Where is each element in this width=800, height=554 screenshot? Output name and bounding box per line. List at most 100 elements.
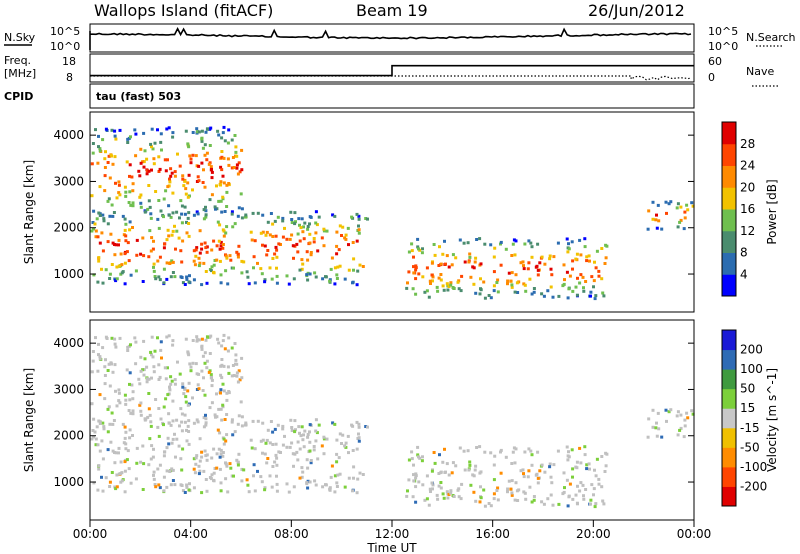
velocity-cell [483,450,487,454]
velocity-cell [548,462,552,466]
power-cell [221,195,225,199]
velocity-cell [583,453,587,457]
velocity-cell [108,422,112,426]
power-cell [147,184,151,187]
velocity-cell [530,453,534,457]
power-cell [98,214,102,217]
power-cell [180,204,184,208]
velocity-cell [665,419,668,423]
power-cell [646,227,650,231]
velocity-cell [444,470,447,474]
velocity-cell [204,421,208,425]
velocity-cell [410,450,414,454]
velocity-cell [219,388,223,392]
velocity-cell [601,499,605,503]
velocity-cell [231,433,235,437]
velocity-cell [492,478,496,482]
power-cell [265,253,269,257]
velocity-cell [151,355,155,359]
power-cell [94,235,98,239]
power-cell [316,249,320,253]
power-cell [251,211,255,215]
velocity-cell [536,481,540,485]
power-cell [592,285,595,289]
power-cell [178,216,181,220]
power-cell [163,158,167,162]
velocity-panel-frame [89,319,695,521]
freq-trace [90,64,694,77]
power-cell [594,266,598,270]
power-cell [522,267,526,271]
power-cell [604,243,608,247]
power-cell [204,213,208,217]
velocity-cell [593,505,597,509]
power-cell [583,237,587,241]
power-cell [507,271,511,275]
power-cell [268,266,272,270]
power-cell [227,182,231,185]
power-cell [298,223,301,227]
velocity-cell [275,489,279,493]
velocity-cell [678,428,682,432]
power-ytick-label: 3000 [53,174,84,188]
power-cell [265,230,269,234]
power-cell [214,207,217,211]
velocity-cell [166,366,169,370]
velocity-cell [183,413,187,417]
velocity-cell [691,412,695,416]
power-cell [312,237,316,240]
velocity-cell [222,364,226,368]
velocity-cell [210,456,214,460]
power-cell [504,247,508,251]
velocity-cell [204,454,208,458]
power-cell [111,162,115,166]
velocity-cell [423,498,427,502]
velocity-cell [197,464,201,468]
velocity-cell [138,382,142,386]
power-cell [578,238,582,242]
velocity-cell [221,451,225,454]
velocity-cell [322,435,326,439]
power-cell [207,162,211,166]
power-cell [123,252,127,256]
power-cell [439,278,443,282]
power-cell [492,289,496,293]
power-cell [103,157,107,161]
velocity-cell [217,407,221,411]
velocity-cell [279,451,282,454]
velocity-cell [91,359,95,363]
velocity-cell [252,463,256,467]
velocity-cell [219,489,223,493]
power-cell [163,242,166,246]
velocity-cell [499,448,503,452]
velocity-cell [468,463,472,467]
velocity-cell [114,389,117,393]
power-cell [222,125,226,129]
velocity-cell [200,491,204,495]
power-cell [165,127,169,131]
power-cell [92,209,96,213]
velocity-cell [134,340,138,344]
power-cell [428,279,432,283]
power-cell [210,193,214,197]
velocity-cell [203,361,207,365]
power-cell [574,257,578,261]
velocity-cell [124,402,128,406]
velocity-cell [233,430,237,434]
velocity-cell [478,445,482,449]
velocity-cell [245,478,249,482]
velocity-cell [182,392,186,396]
velocity-cell [407,478,411,482]
velocity-cell [682,435,686,439]
velocity-cell [200,369,204,373]
velocity-cell [313,479,317,483]
power-cell [308,241,312,245]
power-cell [120,271,124,275]
velocity-cell [288,445,292,449]
power-cell [266,249,270,252]
velocity-cell [260,480,264,484]
velocity-cell [253,447,257,451]
velocity-swatch [722,388,736,409]
power-cell [240,148,244,152]
